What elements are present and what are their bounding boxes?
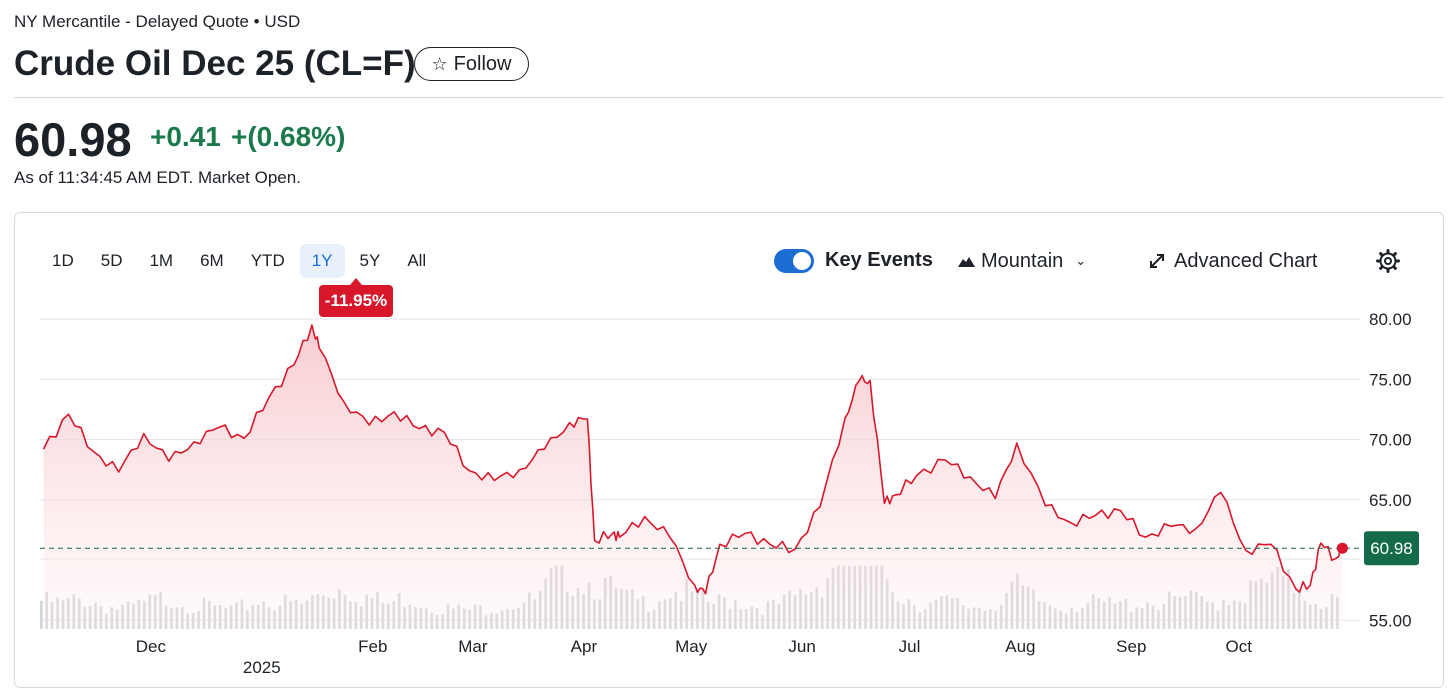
expand-icon <box>1150 254 1164 268</box>
follow-button-label: Follow <box>453 52 512 75</box>
chart-panel <box>14 212 1444 688</box>
advanced-chart-button[interactable]: Advanced Chart <box>1148 247 1317 275</box>
exchange-info: NY Mercantile - Delayed Quote • USD <box>14 12 301 31</box>
x-tick-label: Sep <box>1116 637 1146 656</box>
settings-gear-icon[interactable] <box>1376 249 1400 273</box>
page-title: Crude Oil Dec 25 (CL=F) <box>14 44 416 83</box>
key-events-label: Key Events <box>825 249 933 271</box>
period-change-badge: -11.95% <box>319 278 393 317</box>
price-line <box>42 324 1344 595</box>
y-tick-label: 65.00 <box>1369 491 1412 510</box>
y-tick-label: 80.00 <box>1369 310 1412 329</box>
chart-type-label: Mountain <box>981 249 1064 272</box>
toggle-knob <box>793 252 811 270</box>
price-area <box>43 325 1343 629</box>
range-5d[interactable]: 5D <box>100 251 123 270</box>
chart-type-dropdown[interactable]: Mountain ⌄ <box>958 247 1086 275</box>
y-tick-label: 55.00 <box>1369 611 1412 630</box>
x-tick-label: Apr <box>571 637 598 656</box>
range-1m[interactable]: 1M <box>149 251 174 270</box>
current-price-tag-label: 60.98 <box>1370 539 1413 558</box>
quote-timestamp: As of 11:34:45 AM EDT. Market Open. <box>14 168 301 187</box>
range-5y[interactable]: 5Y <box>359 251 381 270</box>
advanced-chart-label: Advanced Chart <box>1174 249 1318 272</box>
current-price-dot <box>1336 542 1348 554</box>
star-icon: ☆ <box>431 53 448 74</box>
price-change-percent: +(0.68%) <box>231 121 346 152</box>
key-events-toggle[interactable] <box>774 249 814 273</box>
price-change: +0.41 <box>150 121 221 152</box>
x-year-label: 2025 <box>243 658 281 677</box>
chevron-down-icon: ⌄ <box>1075 253 1087 268</box>
x-tick-label: May <box>675 637 708 656</box>
range-1y[interactable]: 1Y <box>299 244 345 278</box>
volume-bar <box>40 600 43 629</box>
x-tick-label: Aug <box>1005 637 1035 656</box>
current-price-tag <box>1364 531 1419 566</box>
x-tick-label: Oct <box>1225 637 1252 656</box>
follow-button[interactable]: ☆ Follow <box>414 47 529 81</box>
x-tick-label: Dec <box>136 637 167 656</box>
x-tick-label: Feb <box>358 637 387 656</box>
y-tick-label: 70.00 <box>1369 431 1412 450</box>
range-ytd[interactable]: YTD <box>250 251 285 270</box>
range-1d[interactable]: 1D <box>52 251 74 270</box>
range-selector: 1D 5D 1M 6M YTD 1Y 5Y All <box>40 244 441 278</box>
current-price: 60.98 <box>14 113 132 166</box>
y-tick-label: 75.00 <box>1369 370 1412 389</box>
header-divider <box>14 97 1444 98</box>
x-tick-label: Jul <box>899 637 921 656</box>
mountain-icon <box>958 257 975 267</box>
x-tick-label: Jun <box>788 637 815 656</box>
x-tick-label: Mar <box>458 637 488 656</box>
range-all[interactable]: All <box>407 251 427 270</box>
range-6m[interactable]: 6M <box>200 251 224 270</box>
